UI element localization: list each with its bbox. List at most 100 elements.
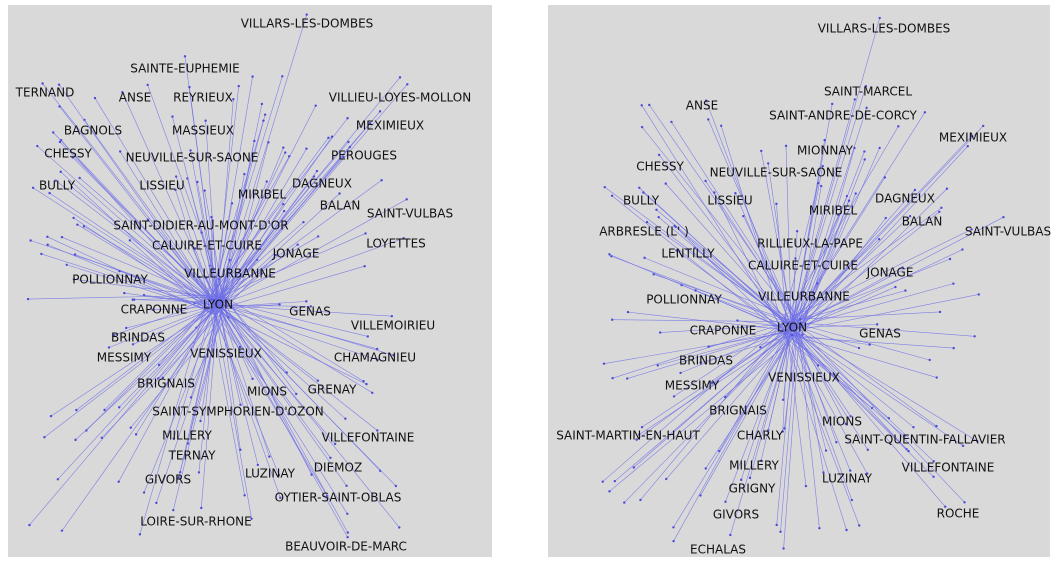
node-dot: [347, 140, 350, 144]
node-dot: [93, 96, 97, 100]
node-dot: [191, 382, 194, 385]
node-dot: [100, 436, 103, 439]
node-dot: [85, 429, 88, 432]
node-dot: [966, 145, 969, 148]
edge: [641, 126, 799, 324]
edge: [658, 154, 793, 329]
node-dot: [265, 180, 268, 183]
edge: [61, 312, 218, 531]
edge: [208, 301, 245, 496]
node-dot: [739, 478, 743, 482]
node-label: SAINT-MARTIN-EN-HAUT: [556, 429, 700, 443]
node-label: VILLIEU-LOYES-MOLLON: [329, 91, 471, 105]
node-dot: [49, 414, 53, 418]
node-dot: [129, 426, 132, 429]
node-dot: [734, 192, 737, 195]
edge: [29, 299, 221, 526]
node-dot: [29, 239, 32, 242]
node-dot: [655, 208, 658, 211]
edge: [225, 142, 269, 306]
node-dot: [250, 517, 253, 520]
edge: [132, 296, 215, 300]
node-label: GENAS: [289, 305, 331, 319]
edge: [796, 177, 886, 319]
node-dot: [378, 110, 382, 113]
edge: [797, 331, 907, 450]
edge: [796, 151, 865, 328]
node-label: GENAS: [859, 327, 901, 341]
node-dot: [282, 209, 286, 213]
edge: [791, 283, 818, 329]
edge: [780, 336, 797, 532]
node-dot: [295, 392, 298, 396]
node-dot: [204, 119, 207, 122]
edge: [791, 216, 1004, 329]
node-label: VENISSIEUX: [190, 347, 262, 361]
node-dot: [251, 377, 254, 381]
node-label: MIONS: [247, 385, 287, 399]
node-dot: [75, 408, 78, 412]
node-label: MIONS: [822, 415, 862, 429]
node-dot: [610, 194, 614, 197]
node-dot: [172, 508, 175, 512]
node-dot: [329, 456, 332, 460]
edge: [212, 233, 366, 301]
node-dot: [977, 293, 980, 296]
node-label: BRINDAS: [679, 354, 733, 368]
node-dot: [183, 55, 187, 58]
node-dot: [253, 139, 256, 143]
node-dot: [36, 144, 39, 148]
node-dot: [398, 526, 401, 529]
node-dot: [28, 523, 31, 527]
node-dot: [118, 406, 121, 409]
edge: [162, 309, 220, 378]
node-dot: [390, 314, 394, 318]
edge: [61, 236, 210, 299]
node-label: REYRIEUX: [173, 91, 233, 105]
edge: [791, 207, 942, 319]
node-dot: [779, 530, 782, 533]
edge: [190, 296, 224, 398]
node-dot: [118, 150, 122, 153]
edge: [212, 301, 307, 308]
node-dot: [83, 118, 86, 122]
edge: [719, 320, 795, 452]
edge: [791, 166, 824, 324]
node-label: VILLEMOIRIEU: [351, 319, 435, 333]
node-dot: [196, 180, 199, 184]
node-dot: [602, 362, 606, 365]
node-dot: [845, 528, 848, 532]
node-dot: [380, 179, 383, 182]
node-dot: [26, 297, 30, 301]
node-dot: [346, 117, 349, 120]
edge: [695, 290, 789, 332]
edge: [134, 299, 210, 303]
node-dot: [760, 149, 763, 153]
node-label: LUZINAY: [822, 472, 873, 486]
node-dot: [878, 146, 881, 150]
node-label: VILLEURBANNE: [184, 267, 276, 281]
edge: [725, 327, 793, 398]
node-label: LISSIEU: [139, 179, 184, 193]
node-label: MESSIMY: [665, 379, 720, 393]
edge: [200, 304, 219, 422]
node-dot: [366, 335, 369, 338]
node-dot: [238, 345, 242, 349]
node-label: NEUVILLE-SUR-SAONE: [126, 151, 259, 165]
node-dot: [853, 146, 856, 150]
node-label: PEROUGES: [331, 149, 397, 163]
node-dot: [392, 354, 395, 357]
node-dot: [742, 214, 745, 218]
edge: [792, 258, 951, 323]
node-label: CHESSY: [636, 160, 684, 174]
node-dot: [704, 467, 707, 470]
node-label: SAINT-MARCEL: [824, 85, 912, 99]
edge: [217, 265, 365, 310]
node-dot: [699, 361, 702, 364]
node-dot: [82, 225, 86, 228]
node-dot: [365, 382, 368, 386]
edge: [104, 303, 211, 411]
panel-background: [548, 5, 1050, 557]
node-dot: [346, 531, 350, 534]
